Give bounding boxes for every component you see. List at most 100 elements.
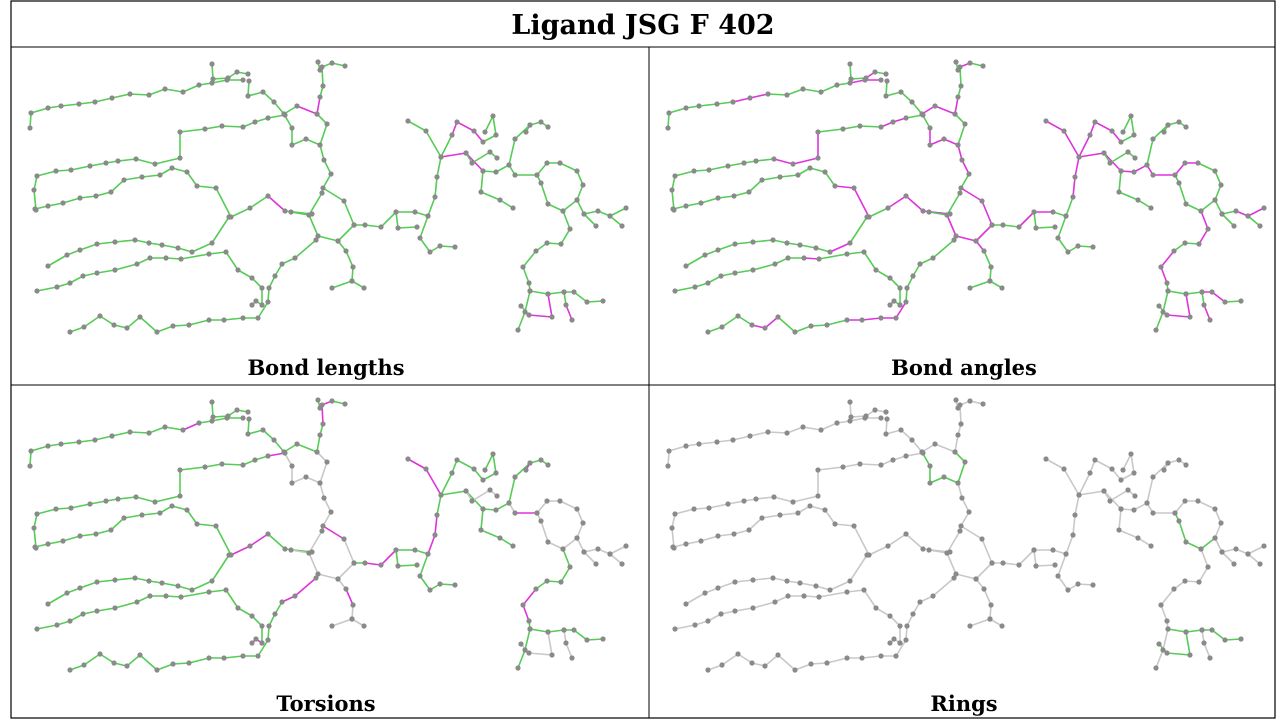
atom: [732, 241, 738, 247]
atom: [329, 623, 335, 629]
bond: [434, 514, 438, 536]
atom: [343, 586, 349, 592]
bond: [139, 654, 158, 671]
atom: [315, 233, 321, 239]
atom: [815, 155, 821, 161]
atom: [28, 448, 34, 454]
bond: [225, 251, 239, 271]
atom: [957, 528, 963, 534]
bond: [427, 196, 436, 217]
atom: [1261, 205, 1267, 211]
bond: [434, 176, 438, 198]
atom: [292, 255, 298, 261]
atom: [1195, 160, 1201, 166]
atom: [1109, 466, 1115, 472]
bond: [975, 562, 993, 580]
atom: [1207, 655, 1213, 661]
atom: [705, 667, 711, 673]
atom: [771, 156, 777, 162]
atom: [544, 160, 550, 166]
atom: [683, 203, 689, 209]
atom: [808, 323, 814, 329]
atom: [210, 414, 216, 420]
bond: [180, 253, 210, 260]
atom: [730, 437, 736, 443]
atom: [127, 429, 133, 435]
bond: [1198, 566, 1209, 583]
bond: [748, 517, 763, 531]
atom: [927, 463, 933, 469]
bond: [94, 435, 113, 441]
bond: [425, 468, 442, 496]
bond: [792, 495, 819, 503]
atom: [735, 651, 741, 657]
atom: [847, 240, 853, 246]
atom: [973, 238, 979, 244]
atom: [784, 430, 790, 436]
atom: [593, 561, 599, 567]
atom: [903, 531, 909, 537]
atom: [449, 132, 455, 138]
atom: [240, 415, 246, 421]
atom: [94, 579, 100, 585]
atom: [770, 237, 776, 243]
atom: [226, 552, 232, 558]
atom: [772, 261, 778, 267]
atom: [134, 261, 140, 267]
atom: [454, 457, 460, 463]
atom: [1187, 652, 1193, 658]
atom: [111, 660, 117, 666]
atom: [1150, 136, 1156, 142]
atom: [1132, 155, 1138, 161]
bond: [842, 125, 861, 130]
atom: [234, 407, 240, 413]
atom: [482, 467, 488, 473]
bond: [576, 522, 584, 539]
atom: [209, 240, 215, 246]
atom: [329, 285, 335, 291]
atom: [412, 209, 418, 215]
bond: [547, 629, 565, 633]
atom: [665, 463, 671, 469]
atom: [1116, 189, 1122, 195]
atom: [903, 453, 909, 459]
bond: [957, 123, 966, 146]
bond: [1118, 191, 1139, 201]
atom: [53, 168, 59, 174]
bond: [748, 179, 763, 193]
bond: [1162, 628, 1169, 651]
atom: [438, 492, 444, 498]
atom: [898, 89, 904, 95]
atom: [108, 189, 114, 195]
bond: [1072, 176, 1076, 198]
bond: [36, 170, 57, 177]
atom: [957, 190, 963, 196]
bond: [779, 512, 799, 516]
bond: [182, 84, 200, 93]
bond: [30, 445, 49, 452]
atom: [927, 480, 933, 486]
bond: [911, 101, 923, 115]
bond: [484, 453, 494, 471]
atom: [512, 474, 518, 480]
bond: [161, 244, 179, 249]
atom: [926, 209, 932, 215]
bond: [308, 192, 323, 216]
atom: [533, 586, 539, 592]
atom: [567, 564, 573, 570]
atom: [750, 605, 756, 611]
bond: [583, 551, 597, 565]
bond: [308, 530, 323, 554]
atom: [221, 655, 227, 661]
bond: [397, 226, 418, 229]
atom: [266, 623, 272, 629]
bond: [981, 538, 993, 564]
atom: [1135, 197, 1141, 203]
atom: [584, 299, 590, 305]
atom: [816, 594, 822, 600]
bond: [114, 263, 138, 271]
atom: [506, 500, 512, 506]
bond: [674, 508, 695, 515]
atom: [1055, 235, 1061, 241]
bond: [1057, 575, 1069, 591]
